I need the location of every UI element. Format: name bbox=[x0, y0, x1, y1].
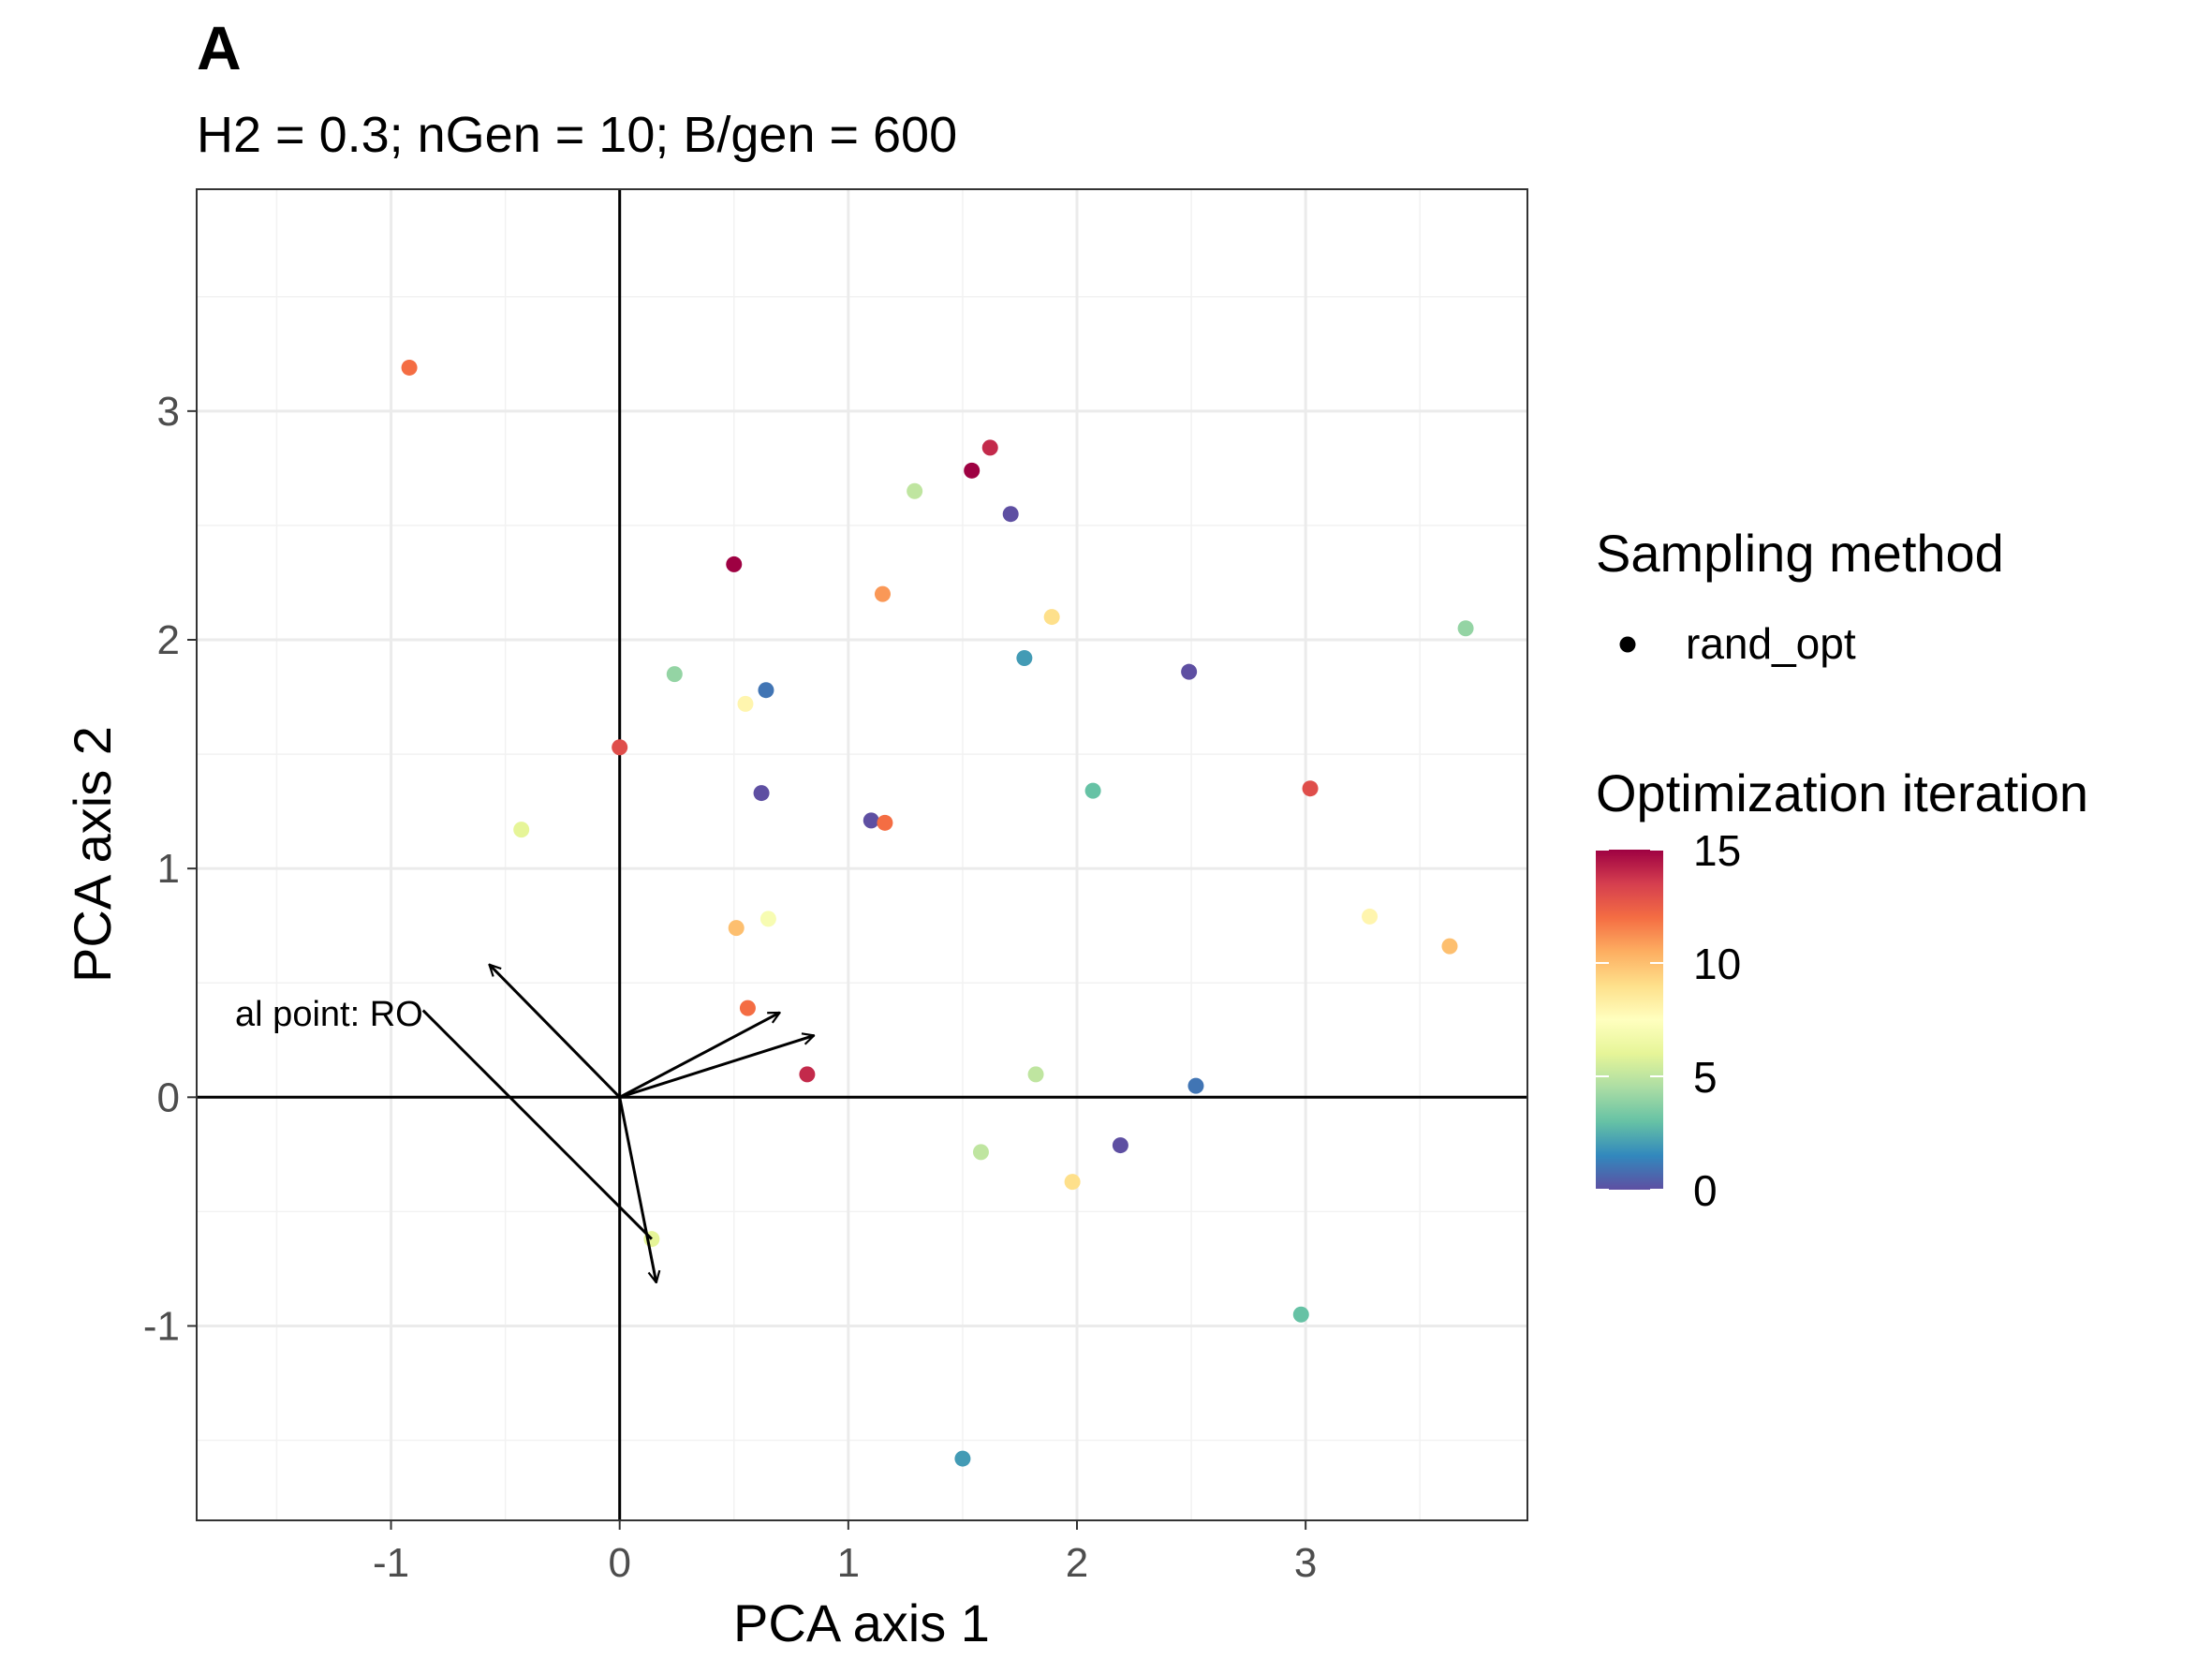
data-point bbox=[907, 482, 923, 499]
panel-tag: A bbox=[197, 13, 242, 82]
data-point bbox=[753, 785, 770, 802]
data-point bbox=[1302, 780, 1319, 797]
data-point bbox=[1441, 938, 1458, 955]
data-point bbox=[612, 739, 628, 756]
loading-arrow bbox=[618, 1011, 780, 1099]
data-point bbox=[1362, 908, 1379, 925]
y-tick-label: 3 bbox=[157, 389, 180, 435]
data-point bbox=[1187, 1077, 1204, 1094]
data-point bbox=[728, 920, 745, 937]
data-point bbox=[1016, 650, 1033, 667]
reference-lines bbox=[197, 189, 1527, 1520]
data-point bbox=[863, 812, 879, 829]
arrow-annotation-label: al point: RO bbox=[235, 995, 423, 1034]
y-axis-ticks: -1 0 1 2 3 bbox=[143, 389, 197, 1349]
chart-subtitle: H2 = 0.3; nGen = 10; B/gen = 600 bbox=[197, 107, 957, 163]
y-tick-label: 0 bbox=[157, 1074, 180, 1120]
y-tick-label: 2 bbox=[157, 617, 180, 663]
data-point bbox=[1181, 663, 1198, 680]
plot-panel-background bbox=[197, 189, 1527, 1520]
data-point bbox=[1064, 1174, 1081, 1191]
data-point bbox=[799, 1066, 816, 1083]
data-point bbox=[737, 695, 754, 712]
colorbar-ticks: 0 5 10 15 bbox=[1596, 826, 1741, 1215]
legend-color-title: Optimization iteration bbox=[1596, 763, 2088, 822]
data-point bbox=[1043, 609, 1060, 626]
data-point bbox=[874, 585, 891, 602]
colorbar-tick-label: 10 bbox=[1693, 940, 1741, 988]
legend-shape-label: rand_opt bbox=[1686, 619, 1856, 668]
data-point bbox=[1112, 1137, 1128, 1154]
data-point bbox=[401, 359, 418, 376]
data-point bbox=[666, 666, 683, 683]
data-point bbox=[954, 1450, 971, 1467]
colorbar-tick-label: 15 bbox=[1693, 826, 1741, 875]
data-point bbox=[981, 439, 998, 456]
y-tick-label: -1 bbox=[143, 1303, 180, 1349]
data-point bbox=[1084, 782, 1101, 799]
data-point bbox=[1457, 620, 1474, 637]
colorbar bbox=[1596, 850, 1663, 1190]
data-point bbox=[877, 814, 893, 831]
x-tick-label: 0 bbox=[608, 1540, 630, 1586]
legend-shape-title: Sampling method bbox=[1596, 524, 2004, 583]
loading-arrow bbox=[619, 1035, 815, 1099]
data-point bbox=[972, 1144, 989, 1161]
loading-arrow bbox=[618, 1097, 656, 1282]
data-point bbox=[726, 555, 743, 572]
loading-arrow bbox=[490, 965, 621, 1099]
data-points bbox=[401, 359, 1474, 1467]
data-point bbox=[1292, 1306, 1309, 1323]
data-point bbox=[513, 822, 530, 838]
x-axis-ticks: -1 0 1 2 3 bbox=[373, 1520, 1317, 1586]
loading-arrows bbox=[421, 965, 815, 1282]
data-point bbox=[758, 682, 774, 699]
x-tick-label: 1 bbox=[837, 1540, 860, 1586]
x-tick-label: -1 bbox=[373, 1540, 409, 1586]
legend-shape-entries: rand_opt bbox=[1619, 619, 1856, 668]
plot-panel-border bbox=[196, 188, 1528, 1521]
data-point bbox=[1027, 1066, 1044, 1083]
y-tick-label: 1 bbox=[157, 846, 180, 892]
x-axis-label: PCA axis 1 bbox=[733, 1593, 990, 1652]
data-point bbox=[964, 462, 981, 479]
legend-key-point bbox=[1619, 636, 1636, 653]
x-tick-label: 2 bbox=[1066, 1540, 1088, 1586]
data-point bbox=[759, 911, 776, 927]
y-axis-label: PCA axis 2 bbox=[63, 726, 122, 983]
colorbar-tick-label: 0 bbox=[1693, 1166, 1718, 1215]
data-point bbox=[739, 1000, 756, 1016]
data-point bbox=[1002, 506, 1019, 523]
colorbar-tick-label: 5 bbox=[1693, 1053, 1718, 1102]
loading-arrow bbox=[421, 1009, 653, 1240]
x-tick-label: 3 bbox=[1294, 1540, 1317, 1586]
